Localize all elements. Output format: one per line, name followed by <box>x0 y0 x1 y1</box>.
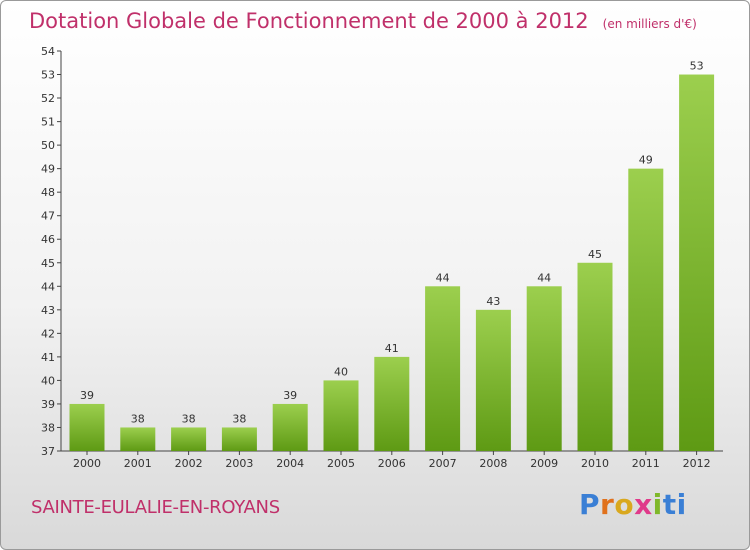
bar-value-label: 41 <box>385 342 399 355</box>
bar-value-label: 44 <box>436 271 450 284</box>
bar-value-label: 39 <box>283 389 297 402</box>
x-tick-label: 2000 <box>73 457 101 470</box>
y-tick-label: 49 <box>41 163 55 176</box>
bar <box>272 403 308 451</box>
y-tick-label: 43 <box>41 304 55 317</box>
bar-value-label: 38 <box>232 412 246 425</box>
x-tick-label: 2010 <box>581 457 609 470</box>
bar <box>171 427 207 451</box>
bar <box>323 380 359 451</box>
bar <box>526 286 562 451</box>
y-tick-label: 44 <box>41 280 55 293</box>
y-tick-label: 39 <box>41 398 55 411</box>
y-tick-label: 47 <box>41 210 55 223</box>
y-tick-label: 42 <box>41 327 55 340</box>
x-tick-label: 2004 <box>276 457 304 470</box>
bar <box>374 356 410 451</box>
bar <box>221 427 257 451</box>
unit-note: (en milliers d'€) <box>602 17 697 31</box>
x-tick-label: 2011 <box>632 457 660 470</box>
y-tick-label: 51 <box>41 116 55 129</box>
bar-value-label: 44 <box>537 271 551 284</box>
x-tick-label: 2012 <box>683 457 711 470</box>
x-tick-label: 2002 <box>175 457 203 470</box>
bar <box>69 403 105 451</box>
y-tick-label: 50 <box>41 139 55 152</box>
bar-value-label: 38 <box>131 412 145 425</box>
x-tick-label: 2005 <box>327 457 355 470</box>
bar <box>425 286 461 451</box>
bar <box>577 262 613 451</box>
bar-value-label: 53 <box>690 60 704 73</box>
y-tick-label: 48 <box>41 186 55 199</box>
y-tick-label: 41 <box>41 351 55 364</box>
bar <box>475 309 511 451</box>
title-text: Dotation Globale de Fonctionnement de 20… <box>29 9 589 33</box>
bar <box>120 427 156 451</box>
chart-title: Dotation Globale de Fonctionnement de 20… <box>29 9 697 33</box>
bar-value-label: 45 <box>588 248 602 261</box>
bar-value-label: 40 <box>334 365 348 378</box>
x-tick-label: 2003 <box>225 457 253 470</box>
x-tick-label: 2008 <box>479 457 507 470</box>
bar-value-label: 39 <box>80 389 94 402</box>
x-tick-label: 2009 <box>530 457 558 470</box>
bar-value-label: 49 <box>639 154 653 167</box>
bar-value-label: 38 <box>182 412 196 425</box>
y-tick-label: 40 <box>41 374 55 387</box>
bar-value-label: 43 <box>486 295 500 308</box>
y-tick-label: 45 <box>41 257 55 270</box>
proxiti-logo: Proxiti <box>579 488 687 521</box>
commune-name: SAINTE-EULALIE-EN-ROYANS <box>31 497 280 518</box>
y-tick-label: 53 <box>41 69 55 82</box>
y-tick-label: 52 <box>41 92 55 105</box>
x-tick-label: 2007 <box>429 457 457 470</box>
bar <box>679 74 715 451</box>
y-tick-label: 37 <box>41 445 55 458</box>
y-tick-label: 46 <box>41 233 55 246</box>
x-tick-label: 2001 <box>124 457 152 470</box>
x-tick-label: 2006 <box>378 457 406 470</box>
y-tick-label: 38 <box>41 421 55 434</box>
bar <box>628 168 664 451</box>
y-tick-label: 54 <box>41 45 55 58</box>
